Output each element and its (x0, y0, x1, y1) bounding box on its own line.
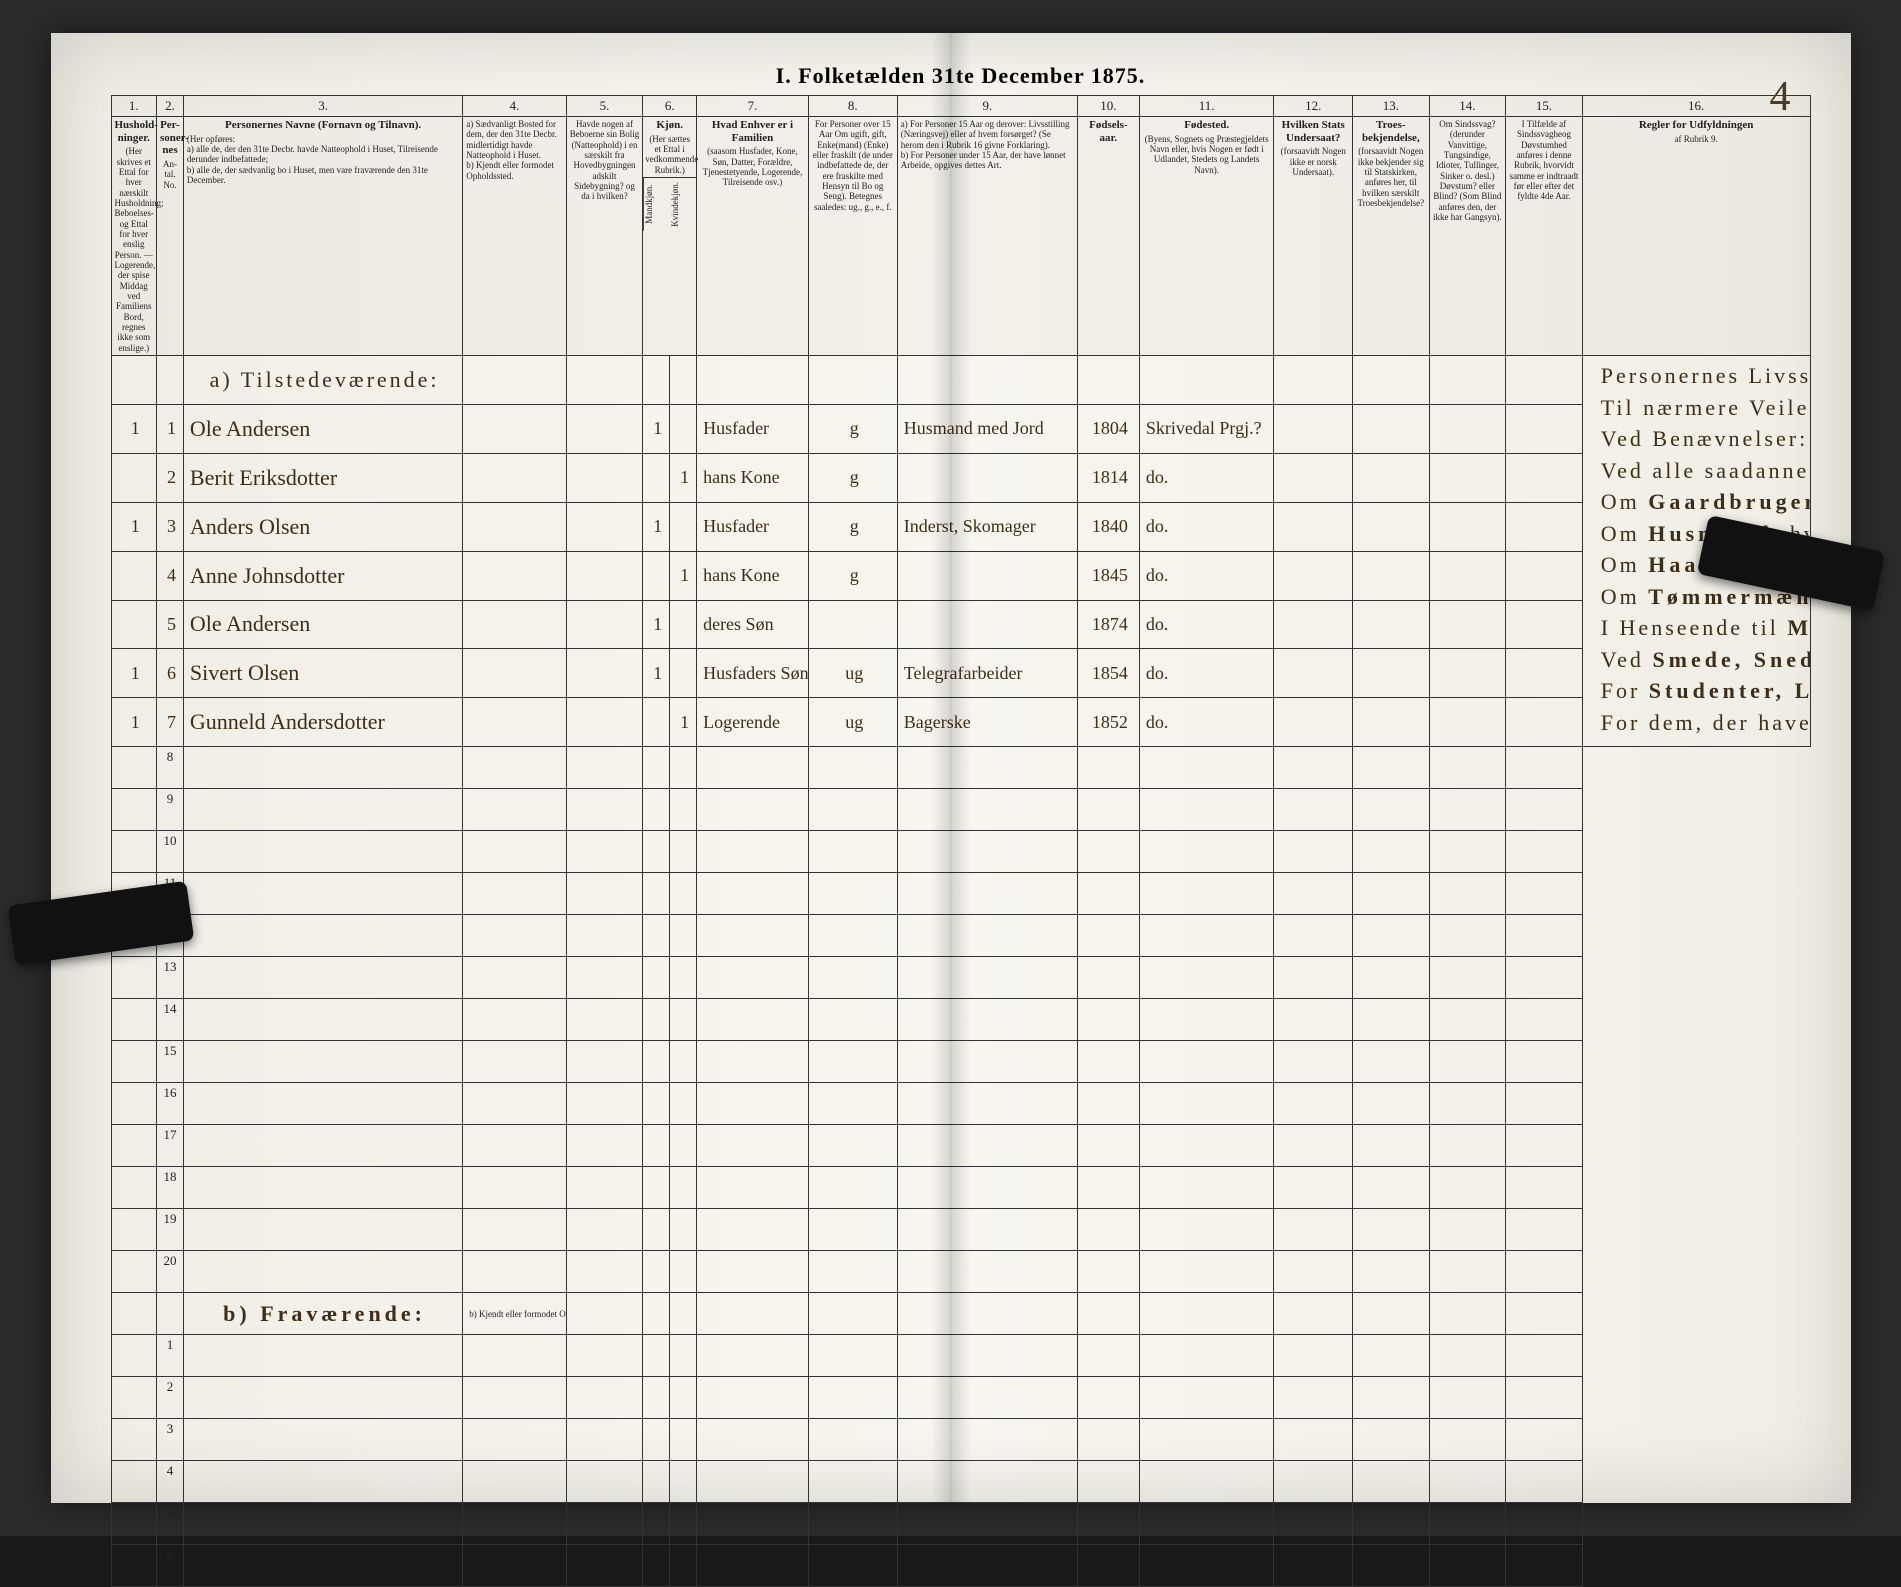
table-row: 19 (111, 1209, 1810, 1251)
table-row: 5Ole Andersen1deres Søn1874do. (111, 600, 1810, 649)
column-header-row: Hushold- ninger.(Her skrives et Ettal fo… (111, 117, 1810, 356)
table-row: 18 (111, 1167, 1810, 1209)
header-c2: Per- soner- nesAn- tal. No. (157, 117, 184, 356)
table-row: 5 (111, 1503, 1810, 1545)
table-row: 9 (111, 789, 1810, 831)
table-row: 17Gunneld Andersdotter1LogerendeugBagers… (111, 698, 1810, 747)
colnum: 5. (566, 96, 643, 117)
colnum: 4. (463, 96, 566, 117)
table-row: 13Anders Olsen1HusfadergInderst, Skomage… (111, 502, 1810, 551)
table-row: 12 (111, 915, 1810, 957)
ledger-page: 4 I. Folketælden 31te December 1875. 1. … (51, 33, 1851, 1503)
table-row: 13 (111, 957, 1810, 999)
table-row: 3 (111, 1419, 1810, 1461)
colnum: 3. (183, 96, 462, 117)
section-b-label: b) Fraværende: b) Kjendt eller formodet … (111, 1293, 1810, 1335)
colnum: 13. (1353, 96, 1430, 117)
column-number-row: 1. 2. 3. 4. 5. 6. 7. 8. 9. 10. 11. 12. 1… (111, 96, 1810, 117)
header-c14: Om Sindssvag? (derunder Vanvittige, Tung… (1429, 117, 1506, 356)
header-c4: a) Sædvanligt Bosted for dem, der den 31… (463, 117, 566, 356)
header-c13: Troes- bekjendelse,(forsaavidt Nogen ikk… (1353, 117, 1430, 356)
census-table: 1. 2. 3. 4. 5. 6. 7. 8. 9. 10. 11. 12. 1… (111, 95, 1811, 1587)
table-row: 14 (111, 999, 1810, 1041)
colnum: 10. (1077, 96, 1139, 117)
header-c6: Kjøn.(Her sættes et Ettal i vedkommende … (643, 117, 697, 356)
data-body: a) Tilstedeværende: Personernes Livsstil… (111, 356, 1810, 747)
table-row: 11Ole Andersen1HusfadergHusmand med Jord… (111, 405, 1810, 454)
colnum: 14. (1429, 96, 1506, 117)
colnum: 15. (1506, 96, 1583, 117)
header-c5: Havde nogen af Beboerne sin Bolig (Natte… (566, 117, 643, 356)
table-row: 10 (111, 831, 1810, 873)
colnum: 12. (1274, 96, 1353, 117)
header-c10: Fødsels- aar. (1077, 117, 1139, 356)
colnum: 2. (157, 96, 184, 117)
colnum: 1. (111, 96, 157, 117)
page-number: 4 (1770, 73, 1791, 121)
table-row: 20 (111, 1251, 1810, 1293)
colnum: 6. (643, 96, 697, 117)
header-c1: Hushold- ninger.(Her skrives et Ettal fo… (111, 117, 157, 356)
section-a-label: a) Tilstedeværende: Personernes Livsstil… (111, 356, 1810, 405)
table-row: 6 (111, 1545, 1810, 1587)
table-row: 1 (111, 1335, 1810, 1377)
header-c9: a) For Personer 15 Aar og derover: Livss… (897, 117, 1077, 356)
colnum: 9. (897, 96, 1077, 117)
table-row: 16Sivert Olsen1Husfaders SønugTelegrafar… (111, 649, 1810, 698)
header-c7: Hvad Enhver er i Familien(saasom Husfade… (697, 117, 809, 356)
header-c8: For Personer over 15 Aar Om ugift, gift,… (808, 117, 897, 356)
table-row: 11 (111, 873, 1810, 915)
header-c15: I Tilfælde af Sindssvagheog Døvstumhed a… (1506, 117, 1583, 356)
section-b: b) Fraværende: b) Kjendt eller formodet … (111, 1293, 1810, 1335)
header-c11: Fødested.(Byens, Sognets og Præstegjelde… (1139, 117, 1274, 356)
page-title: I. Folketælden 31te December 1875. (111, 63, 1811, 89)
table-row: 15 (111, 1041, 1810, 1083)
header-c3: Personernes Navne (Fornavn og Tilnavn).(… (183, 117, 462, 356)
table-row: 17 (111, 1125, 1810, 1167)
colnum: 8. (808, 96, 897, 117)
blank-rows: 891011121314151617181920 (111, 747, 1810, 1293)
colnum: 7. (697, 96, 809, 117)
table-row: 16 (111, 1083, 1810, 1125)
colnum: 11. (1139, 96, 1274, 117)
table-row: 4 (111, 1461, 1810, 1503)
header-c16: Regler for Udfyldningenaf Rubrik 9. (1582, 117, 1810, 356)
scan-background: 4 I. Folketælden 31te December 1875. 1. … (0, 0, 1901, 1536)
table-row: 2 (111, 1377, 1810, 1419)
table-row: 8 (111, 747, 1810, 789)
table-row: 4Anne Johnsdotter1hans Koneg1845do. (111, 551, 1810, 600)
table-row: 2Berit Eriksdotter1hans Koneg1814do. (111, 453, 1810, 502)
section-b-rows: 123456 (111, 1335, 1810, 1587)
header-c12: Hvilken Stats Undersaat?(forsaavidt Noge… (1274, 117, 1353, 356)
